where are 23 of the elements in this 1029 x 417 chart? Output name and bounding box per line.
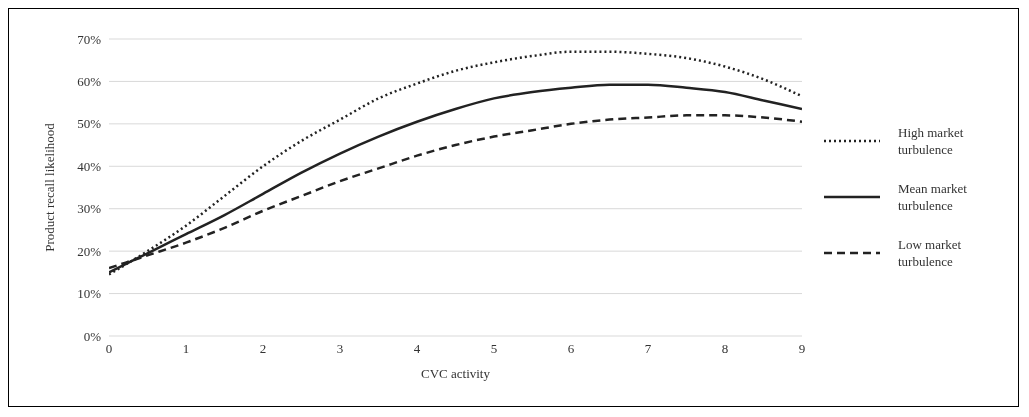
legend-label: Mean market turbulence xyxy=(898,179,968,214)
x-tick-label: 0 xyxy=(105,341,113,357)
x-axis-title: CVC activity xyxy=(421,366,491,381)
x-tick-label: 6 xyxy=(567,341,575,357)
x-tick-label: 1 xyxy=(182,341,190,357)
y-tick-label: 60% xyxy=(77,74,102,90)
x-tick-label: 5 xyxy=(490,341,498,357)
y-tick-label: 50% xyxy=(77,116,102,132)
y-tick-label: 40% xyxy=(77,158,102,174)
y-tick-label: 10% xyxy=(77,286,102,302)
x-tick-label: 9 xyxy=(798,341,806,357)
y-tick-label: 70% xyxy=(77,31,102,47)
x-tick-label: 8 xyxy=(721,341,729,357)
legend-label: Low market turbulence xyxy=(898,235,963,270)
y-tick-label: 30% xyxy=(77,201,102,217)
x-tick-label: 2 xyxy=(259,341,267,357)
legend-label: High market turbulence xyxy=(898,123,965,158)
y-axis-title: Product recall likelihood xyxy=(41,122,57,252)
y-tick-label: 0% xyxy=(83,328,102,344)
y-tick-label: 20% xyxy=(77,243,102,259)
x-tick-label: 4 xyxy=(413,341,421,357)
x-tick-label: 3 xyxy=(336,341,344,357)
x-tick-label: 7 xyxy=(644,341,652,357)
